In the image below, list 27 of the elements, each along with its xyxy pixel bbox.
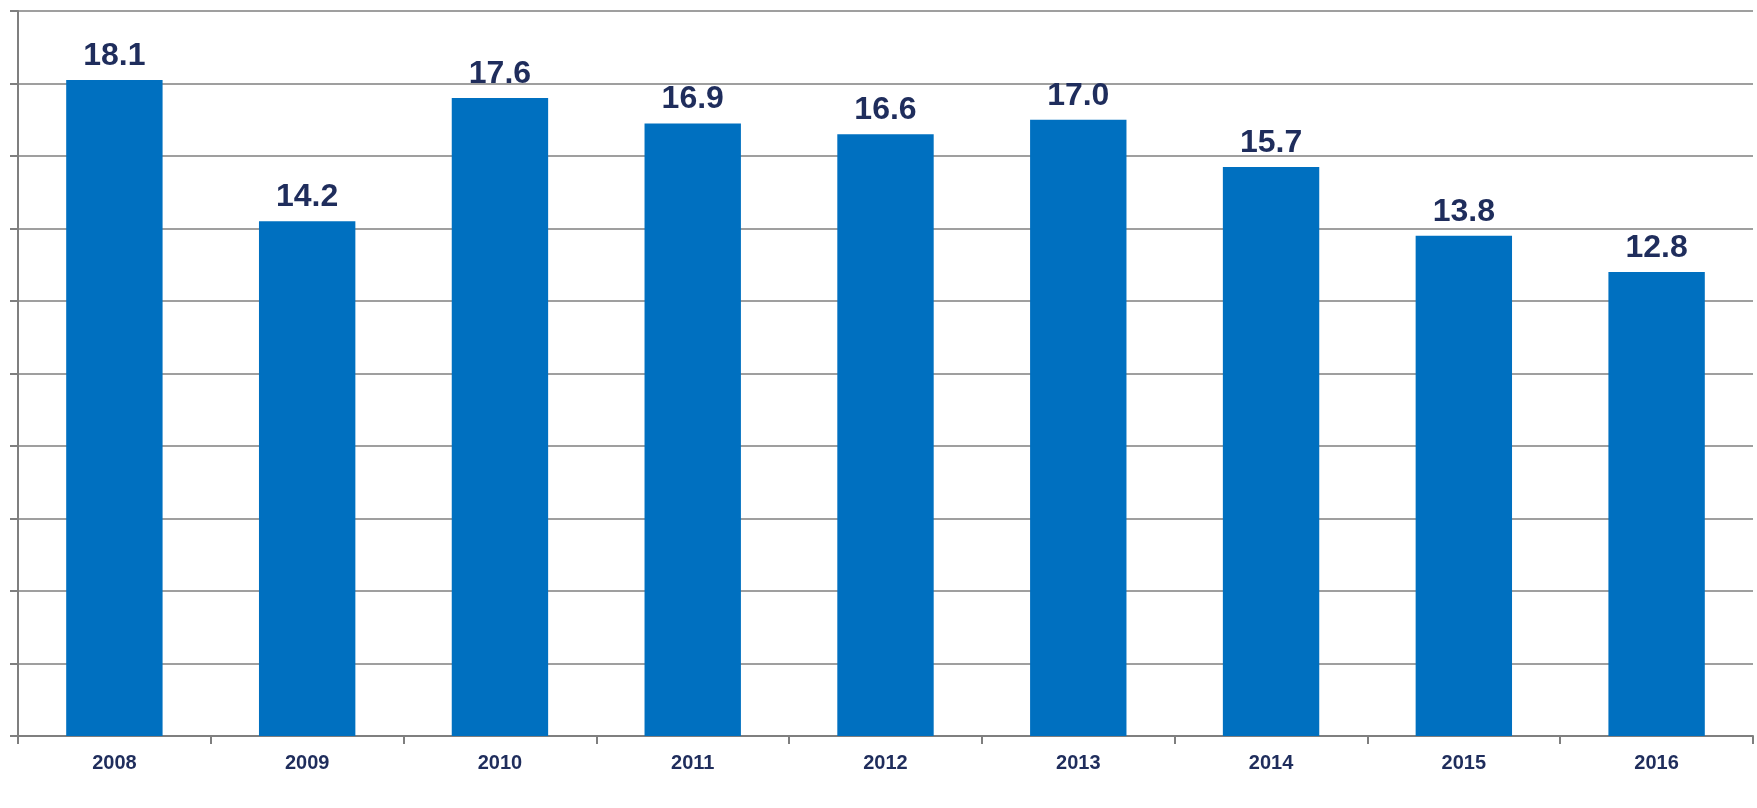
bar: [1030, 119, 1127, 736]
x-tick-label: 2010: [477, 751, 523, 773]
data-label: 15.7: [1239, 122, 1303, 159]
bar: [644, 123, 741, 736]
bar: [1222, 166, 1320, 736]
data-label: 14.2: [276, 177, 339, 214]
data-label: 12.8: [1625, 228, 1688, 264]
data-label: 17.0: [1047, 75, 1110, 112]
x-tick-label: 2012: [863, 751, 908, 773]
bar: [837, 134, 934, 736]
bar: [1608, 272, 1705, 736]
data-label: 17.6: [468, 54, 532, 90]
x-tick-label: 2013: [1056, 751, 1101, 773]
data-label: 18.1: [83, 35, 146, 72]
x-tick-label: 2008: [92, 751, 137, 773]
data-label: 16.6: [854, 90, 917, 127]
x-tick-label: 2016: [1634, 751, 1679, 773]
x-tick-label: 2011: [671, 751, 715, 773]
bar: [66, 79, 163, 736]
data-label: 13.8: [1432, 191, 1495, 228]
x-tick-label: 2015: [1441, 751, 1487, 773]
bar: [451, 98, 549, 736]
x-tick-label: 2009: [284, 751, 330, 773]
data-label: 16.9: [661, 79, 724, 116]
x-tick-label: 2014: [1248, 751, 1295, 773]
bar: [258, 221, 356, 736]
bar: [1415, 235, 1513, 736]
